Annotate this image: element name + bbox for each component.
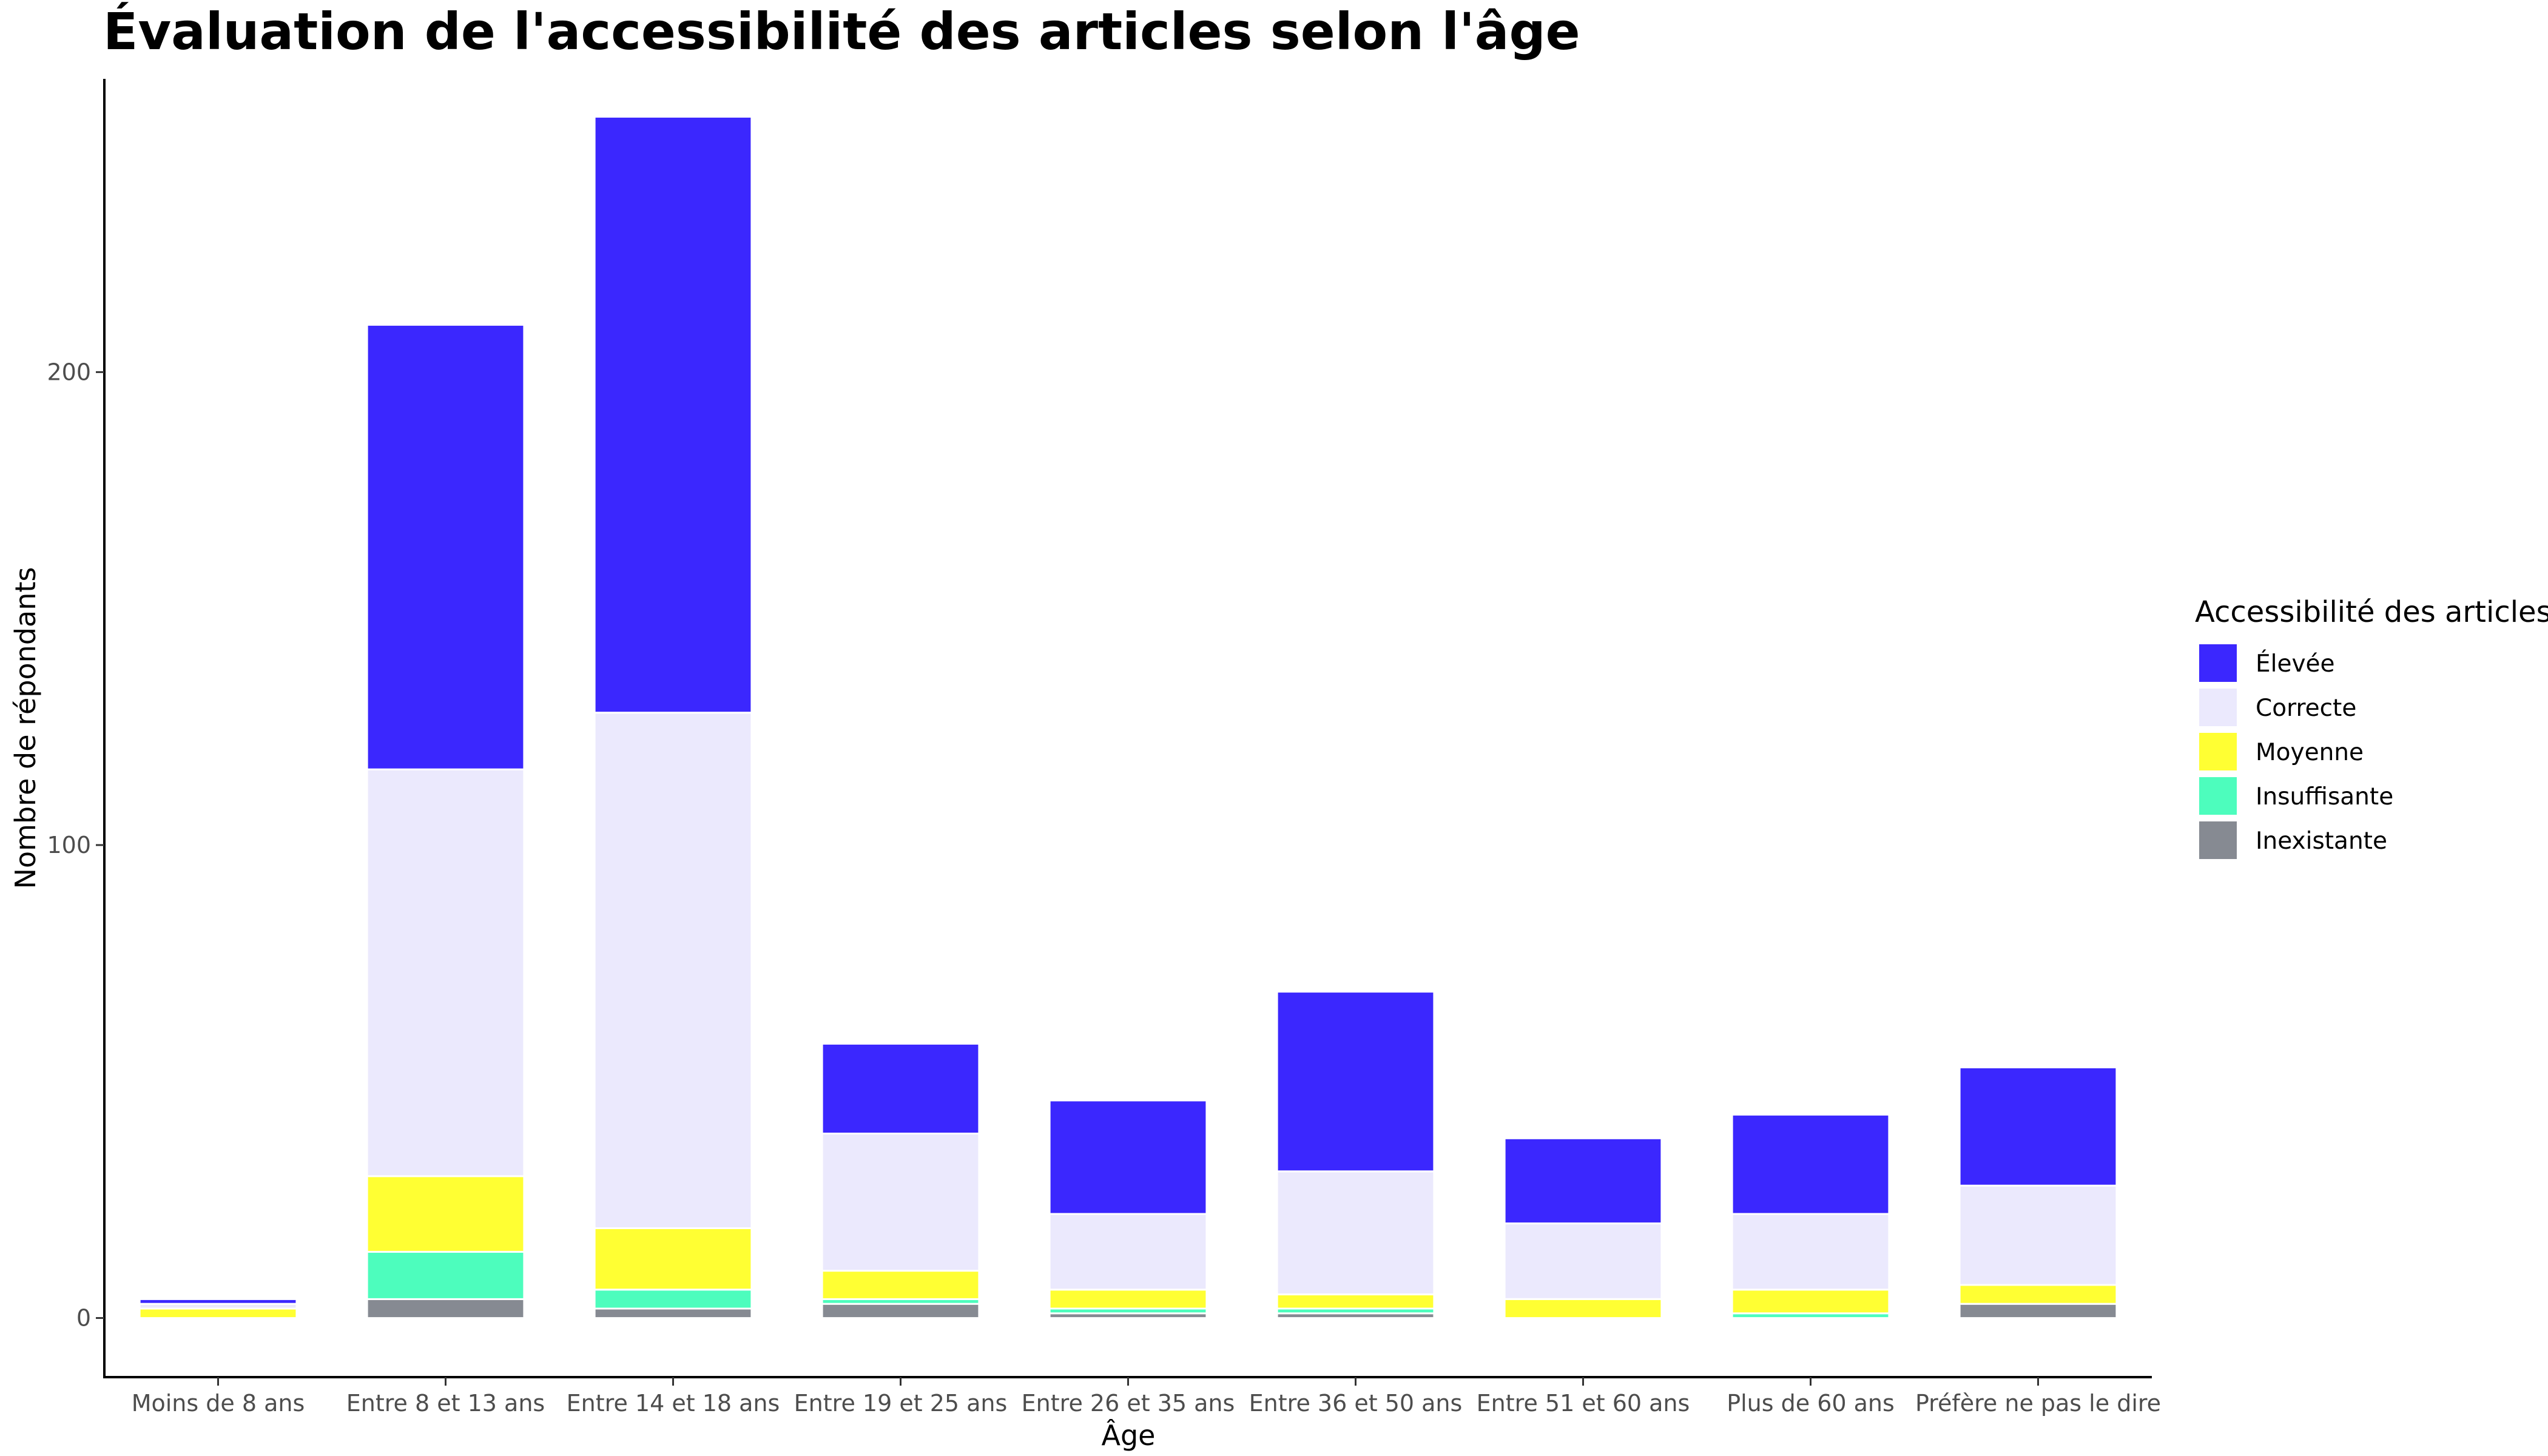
x-tick-label: Entre 51 et 60 ans	[1477, 1390, 1690, 1417]
bar-correcte-entre-36-et-50-ans	[1276, 1170, 1435, 1296]
y-tick-label: 0	[76, 1305, 91, 1332]
bar-elevee-plus-de-60-ans	[1731, 1113, 1890, 1215]
bar-moyenne-entre-36-et-50-ans	[1276, 1293, 1435, 1310]
legend-title: Accessibilité des articles	[2195, 595, 2548, 629]
bar-moyenne-prefere-ne-pas-le-dire	[1958, 1284, 2118, 1305]
bar-moyenne-entre-19-et-25-ans	[821, 1270, 980, 1300]
bar-elevee-entre-8-et-13-ans	[366, 323, 525, 770]
legend-swatch-elevee	[2199, 644, 2237, 682]
bar-moyenne-entre-8-et-13-ans	[366, 1175, 525, 1253]
legend-swatch-inexistante	[2199, 821, 2237, 859]
bar-elevee-moins-de-8-ans	[138, 1298, 298, 1305]
x-tick-label: Entre 26 et 35 ans	[1022, 1390, 1235, 1417]
bar-elevee-prefere-ne-pas-le-dire	[1958, 1066, 2118, 1187]
bar-inexistante-entre-19-et-25-ans	[821, 1303, 980, 1320]
bars-group	[138, 115, 2118, 1320]
x-axis-title: Âge	[1102, 1419, 1156, 1452]
y-ticks-group: 0 100 200	[47, 359, 104, 1332]
bar-elevee-entre-19-et-25-ans	[821, 1042, 980, 1135]
legend-label-elevee: Élevée	[2256, 649, 2335, 678]
legend-swatch-insuffisante	[2199, 777, 2237, 815]
legend-swatch-correcte	[2199, 689, 2237, 726]
bar-moyenne-entre-14-et-18-ans	[593, 1227, 753, 1291]
legend-label-inexistante: Inexistante	[2256, 827, 2387, 855]
x-tick-label: Plus de 60 ans	[1727, 1390, 1895, 1417]
x-tick-label: Entre 8 et 13 ans	[346, 1390, 545, 1417]
x-tick-label: Entre 14 et 18 ans	[567, 1390, 780, 1417]
bar-correcte-prefere-ne-pas-le-dire	[1958, 1184, 2118, 1286]
bar-inexistante-entre-8-et-13-ans	[366, 1298, 525, 1320]
bar-correcte-entre-26-et-35-ans	[1048, 1213, 1208, 1291]
legend-label-moyenne: Moyenne	[2256, 739, 2364, 766]
y-axis-title: Nombre de répondants	[9, 567, 42, 889]
chart-title: Évaluation de l'accessibilité des articl…	[103, 2, 1580, 61]
bar-elevee-entre-14-et-18-ans	[593, 115, 753, 714]
bar-insuffisante-entre-14-et-18-ans	[593, 1289, 753, 1310]
bar-inexistante-entre-14-et-18-ans	[593, 1307, 753, 1320]
legend-label-correcte: Correcte	[2256, 695, 2356, 722]
bar-correcte-entre-8-et-13-ans	[366, 768, 525, 1178]
x-tick-label: Moins de 8 ans	[132, 1390, 305, 1417]
legend-swatch-moyenne	[2199, 733, 2237, 770]
bar-correcte-entre-51-et-60-ans	[1503, 1222, 1663, 1300]
x-tick-label: Préfère ne pas le dire	[1915, 1390, 2161, 1417]
bar-elevee-entre-51-et-60-ans	[1503, 1137, 1663, 1225]
bar-inexistante-prefere-ne-pas-le-dire	[1958, 1303, 2118, 1320]
bar-elevee-entre-26-et-35-ans	[1048, 1099, 1208, 1215]
bar-correcte-entre-14-et-18-ans	[593, 712, 753, 1229]
x-ticks-group: Moins de 8 ans Entre 8 et 13 ans Entre 14 …	[132, 1377, 2161, 1417]
legend: Accessibilité des articles Élevée Correct…	[2195, 595, 2548, 859]
bar-correcte-plus-de-60-ans	[1731, 1213, 1890, 1291]
y-tick-label: 100	[47, 832, 91, 858]
bar-insuffisante-entre-8-et-13-ans	[366, 1250, 525, 1300]
bar-moyenne-plus-de-60-ans	[1731, 1289, 1890, 1315]
legend-label-insuffisante: Insuffisante	[2256, 783, 2393, 811]
x-tick-label: Entre 19 et 25 ans	[794, 1390, 1008, 1417]
x-tick-label: Entre 36 et 50 ans	[1249, 1390, 1463, 1417]
bar-moyenne-moins-de-8-ans	[138, 1307, 298, 1320]
bar-elevee-entre-36-et-50-ans	[1276, 991, 1435, 1173]
y-tick-label: 200	[47, 359, 91, 385]
bar-moyenne-entre-51-et-60-ans	[1503, 1298, 1663, 1320]
bar-correcte-entre-19-et-25-ans	[821, 1133, 980, 1272]
bar-moyenne-entre-26-et-35-ans	[1048, 1289, 1208, 1310]
